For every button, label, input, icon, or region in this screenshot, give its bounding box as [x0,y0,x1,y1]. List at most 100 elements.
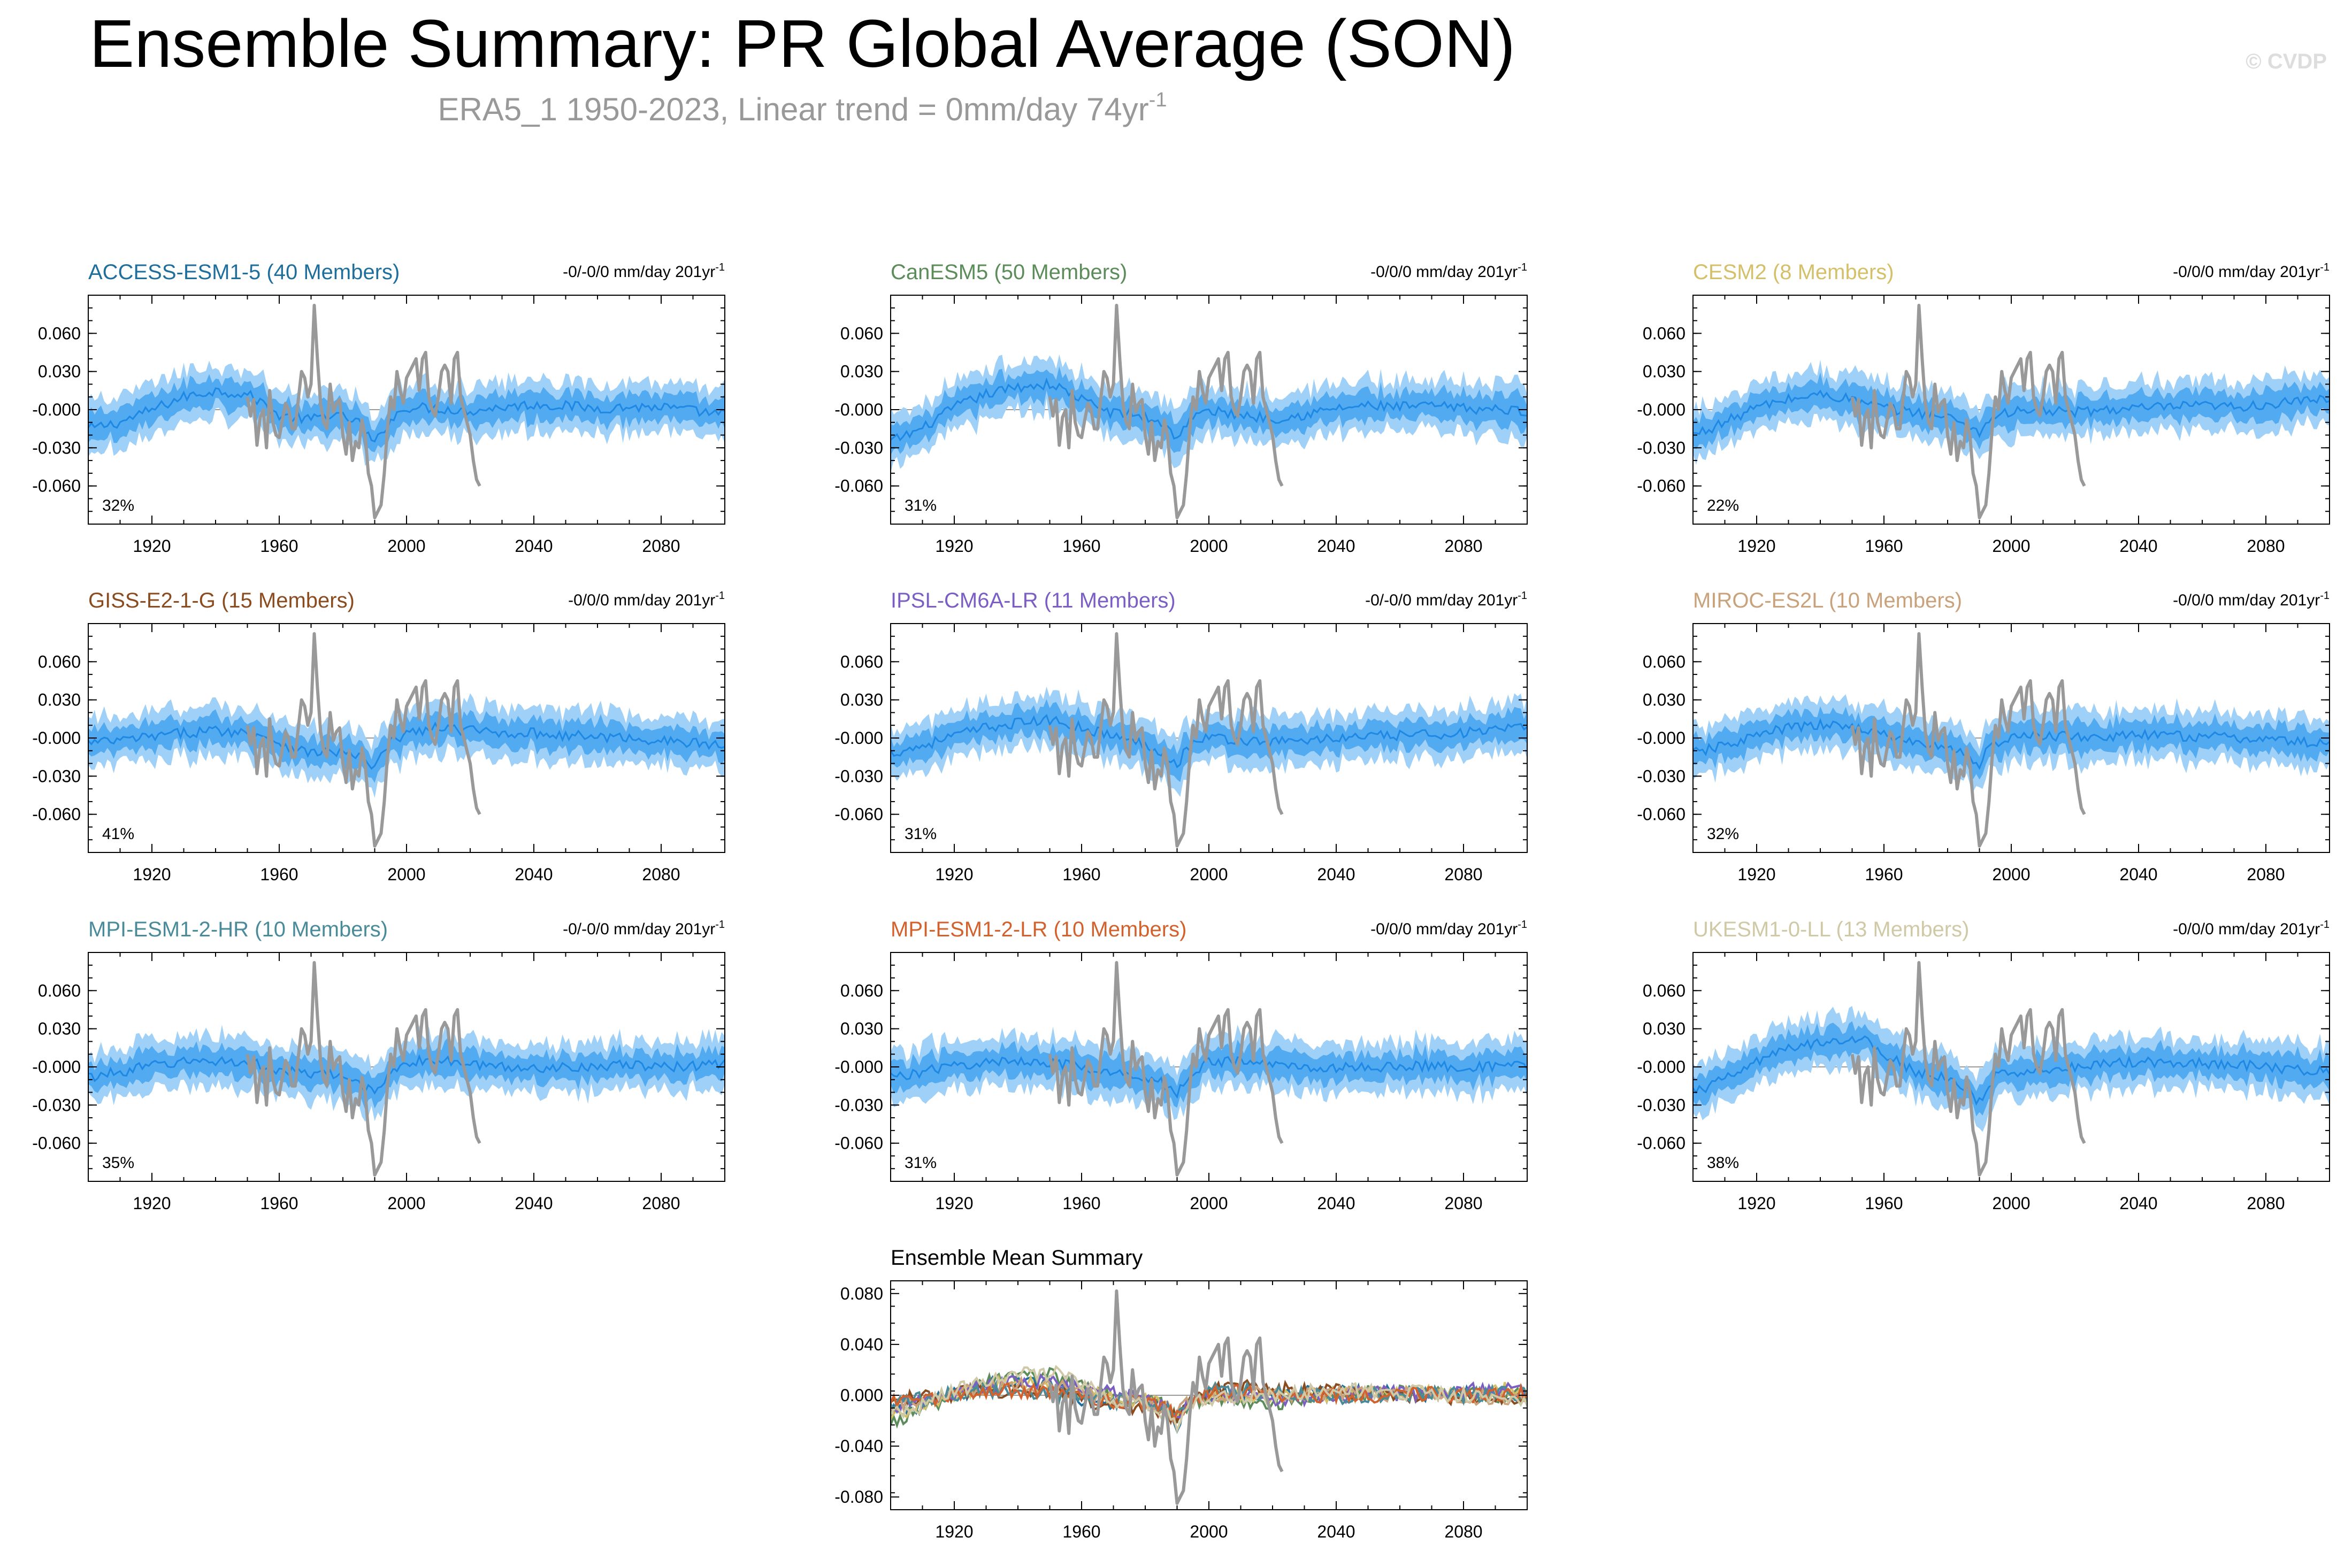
y-tick-label: -0.000 [1637,400,1686,419]
y-tick-label: 0.060 [38,324,81,343]
y-tick-label: 0.030 [840,1019,883,1039]
x-tick-label: 2040 [2119,865,2157,884]
panel-5: IPSL-CM6A-LR (11 Members) -0/-0/0 mm/day … [834,589,1528,884]
panel-trend-label: -0/-0/0 mm/day 201yr-1 [563,919,725,938]
panel-trend-superscript: -1 [1518,262,1527,273]
panel-trend-label: -0/0/0 mm/day 201yr-1 [1370,262,1527,281]
ensemble-mean-line [891,1056,1527,1099]
x-tick-label: 2040 [515,1194,553,1213]
ensemble-spread-inner [1693,372,2330,450]
y-tick-label: 0.040 [840,1335,883,1354]
panel-6: MIROC-ES2L (10 Members) -0/0/0 mm/day 201… [1637,589,2330,884]
x-tick-label: 1960 [1062,1194,1100,1213]
panel-trend-superscript: -1 [2320,262,2330,273]
panel-trend-superscript: -1 [715,262,725,273]
ensemble-spread-inner [1693,1021,2330,1117]
panel-2: CanESM5 (50 Members) -0/0/0 mm/day 201yr-… [834,260,1528,556]
panel-trend-text: -0/0/0 mm/day 201yr [1370,920,1518,938]
observation-line [246,304,481,520]
model-mean-line [891,1365,1527,1434]
y-tick-label: -0.000 [1637,728,1686,748]
panel-trend-text: -0/0/0 mm/day 201yr [2173,591,2320,609]
y-tick-label: -0.060 [834,476,883,496]
panel-percent-label: 35% [102,1154,134,1172]
panel-percent-label: 31% [905,1154,937,1172]
plot-area [891,1289,1527,1505]
panel-title: MPI-ESM1-2-LR (10 Members) [891,918,1186,941]
ensemble-spread-inner [88,374,725,452]
panel-8: MPI-ESM1-2-LR (10 Members) -0/0/0 mm/day … [834,918,1528,1213]
panel-trend-superscript: -1 [1518,919,1527,931]
y-tick-label: -0.060 [1637,1134,1686,1153]
figure-subtitle-main: ERA5_1 1950-2023, Linear trend = 0mm/day… [438,91,1149,127]
x-tick-label: 2080 [2247,1194,2285,1213]
plot-area [1693,632,2330,848]
y-tick-label: 0.030 [1643,362,1686,381]
panel-title: ACCESS-ESM1-5 (40 Members) [88,260,400,284]
y-tick-label: -0.030 [834,1095,883,1114]
x-tick-label: 2040 [1317,1194,1355,1213]
x-tick-label: 1920 [935,536,973,556]
y-tick-label: 0.030 [1643,1019,1686,1039]
panel-trend-label: -0/-0/0 mm/day 201yr-1 [563,262,725,281]
y-tick-label: -0.060 [1637,805,1686,824]
y-tick-label: -0.060 [32,1134,81,1153]
panel-trend-label: -0/-0/0 mm/day 201yr-1 [1365,590,1527,609]
x-tick-label: 1920 [935,1194,973,1213]
y-tick-label: -0.000 [834,400,883,419]
panel-title: MIROC-ES2L (10 Members) [1693,589,1962,612]
plot-area [891,304,1527,520]
panel-grid: ACCESS-ESM1-5 (40 Members) -0/-0/0 mm/day… [32,260,2330,1541]
x-tick-label: 2000 [1190,1194,1228,1213]
x-tick-label: 2000 [1190,1522,1228,1541]
panel-title: UKESM1-0-LL (13 Members) [1693,918,1969,941]
y-tick-label: -0.060 [32,476,81,496]
plot-area [88,304,725,520]
x-tick-label: 1920 [1737,536,1775,556]
panel-1: ACCESS-ESM1-5 (40 Members) -0/-0/0 mm/day… [32,260,725,556]
x-tick-label: 1920 [133,865,171,884]
panel-trend-text: -0/-0/0 mm/day 201yr [563,263,715,281]
x-tick-label: 2040 [2119,1194,2157,1213]
x-tick-label: 1960 [1865,865,1903,884]
x-tick-label: 1920 [935,1522,973,1541]
ensemble-mean-line [1693,718,2330,770]
y-tick-label: 0.030 [38,362,81,381]
x-tick-label: 2000 [1992,1194,2030,1213]
panel-percent-label: 38% [1707,1154,1739,1172]
panel-title: GISS-E2-1-G (15 Members) [88,589,355,612]
panel-trend-label: -0/0/0 mm/day 201yr-1 [2173,590,2330,609]
x-tick-label: 2080 [642,1194,680,1213]
ensemble-mean-line [88,1054,725,1095]
x-tick-label: 2080 [1444,1522,1482,1541]
panel-trend-superscript: -1 [2320,590,2330,602]
y-tick-label: 0.000 [840,1386,883,1405]
x-tick-label: 2000 [1992,865,2030,884]
y-tick-label: -0.030 [32,766,81,786]
y-tick-label: -0.000 [834,1057,883,1077]
panel-trend-label: -0/0/0 mm/day 201yr-1 [568,590,725,609]
ensemble-mean-line [891,377,1527,442]
panel-title: CESM2 (8 Members) [1693,260,1894,284]
x-tick-label: 2080 [1444,865,1482,884]
x-tick-label: 1960 [260,536,298,556]
y-tick-label: -0.060 [834,1134,883,1153]
x-tick-label: 1960 [1062,536,1100,556]
model-mean-line [891,1382,1527,1426]
panel-trend-label: -0/0/0 mm/day 201yr-1 [2173,262,2330,281]
x-tick-label: 2000 [387,536,425,556]
observation-line [1850,961,2086,1177]
x-tick-label: 1920 [935,865,973,884]
y-tick-label: -0.060 [1637,476,1686,496]
x-tick-label: 2000 [387,865,425,884]
y-tick-label: -0.030 [32,438,81,457]
ensemble-mean-line [88,387,725,443]
y-tick-label: 0.080 [840,1284,883,1303]
x-tick-label: 2080 [642,536,680,556]
panel-7: MPI-ESM1-2-HR (10 Members) -0/-0/0 mm/day… [32,918,725,1213]
panel-percent-label: 31% [905,497,937,514]
figure-subtitle-superscript: -1 [1149,89,1167,111]
panel-trend-text: -0/0/0 mm/day 201yr [1370,263,1518,281]
panel-title: IPSL-CM6A-LR (11 Members) [891,589,1176,612]
panel-trend-superscript: -1 [1518,590,1527,602]
